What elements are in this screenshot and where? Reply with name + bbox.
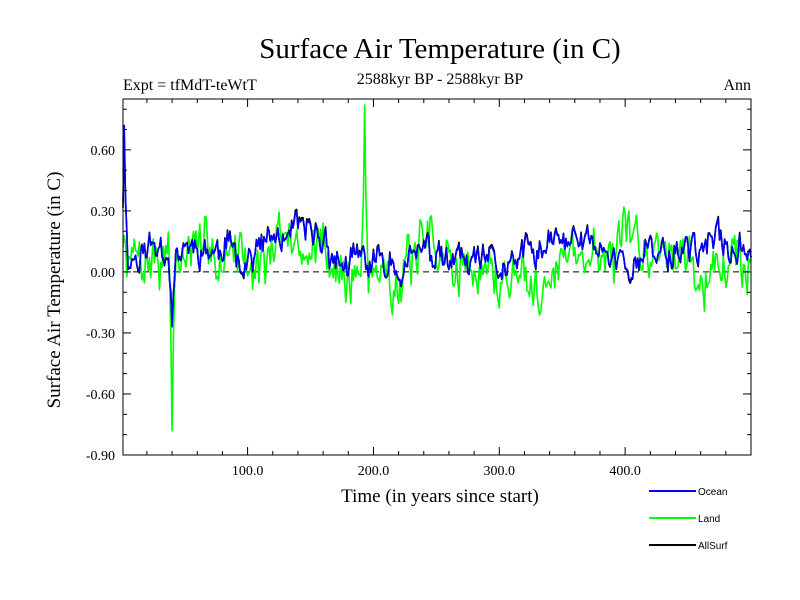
y-tick-label: -0.60 <box>86 388 115 403</box>
y-axis-label: Surface Air Temperature (in C) <box>44 172 65 409</box>
legend: Ocean Land AllSurf <box>649 487 728 552</box>
y-tick-label: -0.90 <box>86 449 115 464</box>
y-tick-label: 0.30 <box>91 205 116 220</box>
plot-area: 100.0 200.0 300.0 400.0 -0.90 -0.60 -0.30 0.00… <box>86 98 752 479</box>
x-tick-label: 100.0 <box>232 464 264 479</box>
y-tick-label: 0.00 <box>91 266 116 281</box>
plot-frame <box>122 98 752 456</box>
x-tick-label: 300.0 <box>484 464 516 479</box>
x-tick-label: 400.0 <box>609 464 641 479</box>
chart-subtitle: 2588kyr BP - 2588kyr BP <box>357 71 524 88</box>
season-label: Ann <box>723 77 751 94</box>
series-line-land <box>122 104 752 432</box>
legend-label-land: Land <box>698 514 720 525</box>
y-tick-label: -0.30 <box>86 327 115 342</box>
series-line-allsurf <box>122 136 752 326</box>
x-axis-label: Time (in years since start) <box>341 486 539 507</box>
legend-label-allsurf: AllSurf <box>698 541 728 552</box>
expt-label: Expt = tfMdT-teWtT <box>123 77 257 94</box>
y-axis-ticks: -0.90 -0.60 -0.30 0.00 0.30 0.60 <box>86 108 751 464</box>
legend-label-ocean: Ocean <box>698 487 727 498</box>
x-axis-ticks: 100.0 200.0 300.0 400.0 <box>146 99 727 479</box>
chart-title: Surface Air Temperature (in C) <box>259 33 620 65</box>
series-line-ocean <box>122 124 752 328</box>
x-tick-label: 200.0 <box>358 464 390 479</box>
y-tick-label: 0.60 <box>91 144 116 159</box>
series-group <box>122 104 752 432</box>
